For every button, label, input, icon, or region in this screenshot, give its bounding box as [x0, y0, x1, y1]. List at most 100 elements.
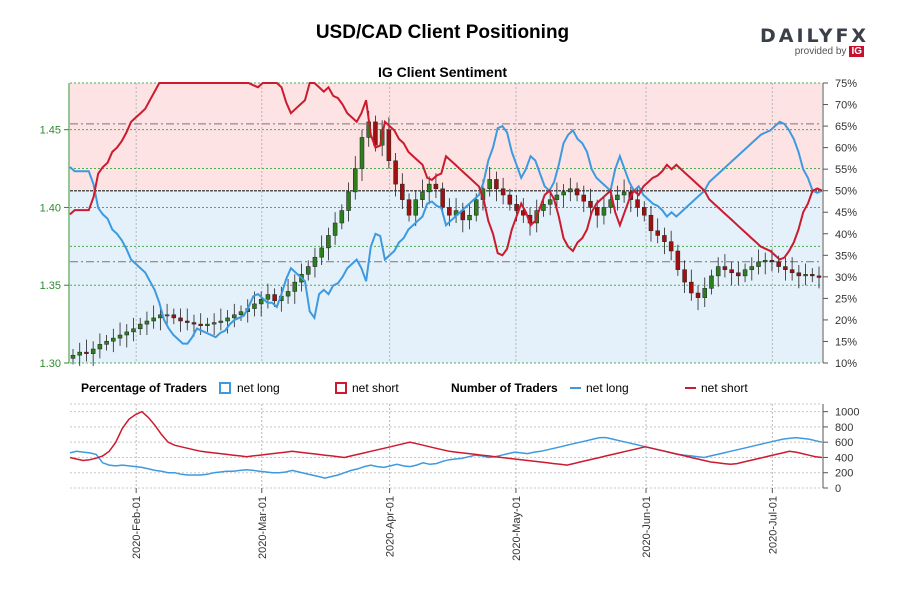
candle-body [359, 137, 365, 169]
candle-body [312, 256, 318, 267]
candle-body [90, 348, 96, 354]
candle-body [218, 320, 224, 323]
candle-body [111, 337, 116, 342]
pct-tick-label: 15% [835, 336, 857, 348]
candle-body [232, 314, 237, 319]
candle-body [709, 275, 714, 289]
candle-body [285, 291, 291, 297]
pct-tick-label: 60% [835, 143, 857, 155]
candle-body [561, 191, 566, 196]
pct-tick-label: 10% [835, 358, 857, 370]
candle-body [265, 294, 271, 300]
lower-panel: 0 200 400 600 800 1000 2020-Feb-01 2020-Mar-01… [69, 403, 859, 561]
candle-body [393, 160, 398, 185]
count-tick-label: 600 [835, 437, 853, 449]
legend-pct-long-swatch [219, 382, 231, 394]
candle-body [339, 210, 345, 224]
net-long-zone [70, 190, 822, 363]
candle-body [642, 207, 647, 216]
price-axis-ticks: 1.30 1.35 1.40 1.45 [40, 125, 69, 370]
pct-tick-label: 35% [835, 250, 857, 262]
candle-body [749, 266, 755, 270]
candle-body [97, 344, 103, 350]
candle-body [588, 200, 593, 208]
net-short-pct-line [69, 82, 823, 261]
pct-tick-label: 75% [835, 78, 857, 90]
legend-pct-long-label: net long [237, 381, 280, 395]
date-tick-label: 2020-Jun-01 [641, 496, 653, 558]
candle-body [406, 199, 412, 216]
candle-body [803, 274, 808, 277]
pct-tick-label: 30% [835, 272, 857, 284]
price-tick-label: 1.30 [40, 358, 61, 370]
candle-body [400, 183, 405, 200]
net-long-pct-line [69, 120, 823, 345]
candle-body [433, 183, 439, 190]
candle-body [547, 199, 553, 205]
candle-body [810, 274, 815, 277]
candle-body [487, 179, 492, 190]
main-grid [70, 82, 822, 364]
candle-body [104, 340, 109, 345]
pct-tick-label: 20% [835, 315, 857, 327]
dailyfx-logo: DAILYFX provided by IG [760, 25, 870, 57]
pct-tick-label: 65% [835, 121, 857, 133]
price-tick-label: 1.45 [40, 125, 61, 137]
chart-title: USD/CAD Client Positioning [315, 22, 570, 43]
candle-body [662, 235, 667, 242]
candle-body [447, 207, 452, 216]
pct-tick-label: 50% [835, 186, 857, 198]
date-tick-label: 2020-Jul-01 [767, 496, 779, 554]
candle-body [151, 317, 156, 322]
candle-body [117, 334, 123, 339]
candle-body [796, 272, 802, 277]
candle-body [211, 322, 217, 325]
candle-body [413, 199, 419, 216]
logo-text: DAILYFX [760, 25, 870, 47]
candle-body [178, 317, 183, 322]
candle-body [702, 288, 707, 298]
count-tick-label: 1000 [835, 407, 859, 419]
candle-body [756, 261, 761, 267]
ig-logo-icon: IG [849, 46, 864, 57]
count-tick-label: 200 [835, 468, 853, 480]
candle-body [292, 281, 298, 292]
candle-body [272, 294, 277, 302]
candle-body [258, 298, 264, 305]
candle-body [621, 191, 627, 196]
net-short-count-line [69, 410, 823, 466]
chart-subtitle: IG Client Sentiment [377, 64, 508, 80]
candle-body [171, 314, 177, 319]
candle-body [77, 351, 82, 356]
candle-body [420, 191, 425, 200]
legend: Percentage of Traders net long net short… [81, 381, 748, 395]
candle-body [164, 314, 170, 317]
candle-body [467, 214, 472, 221]
candle-body [655, 230, 660, 236]
candle-body [473, 199, 479, 216]
candle-body [682, 269, 687, 283]
legend-pct-short-label: net short [352, 381, 399, 395]
logo-provided-by: provided by [794, 46, 847, 57]
candle-body [783, 266, 788, 270]
price-tick-label: 1.35 [40, 280, 61, 292]
candle-body [319, 247, 324, 258]
candle-body [776, 261, 781, 267]
count-axis-ticks: 0 200 400 600 800 1000 [823, 407, 859, 495]
candle-body [198, 323, 203, 326]
candle-body [124, 331, 130, 336]
legend-num-long-label: net long [586, 381, 629, 395]
candle-body [191, 322, 197, 325]
candle-body [514, 204, 519, 211]
candle-body [601, 207, 607, 216]
candle-body [500, 188, 506, 196]
candle-body [225, 317, 230, 322]
candle-body [648, 214, 654, 232]
candle-body [185, 320, 190, 323]
pct-tick-label: 70% [835, 100, 857, 112]
lower-grid [70, 403, 822, 489]
legend-num-short-label: net short [701, 381, 748, 395]
legend-num-title: Number of Traders [451, 381, 558, 395]
